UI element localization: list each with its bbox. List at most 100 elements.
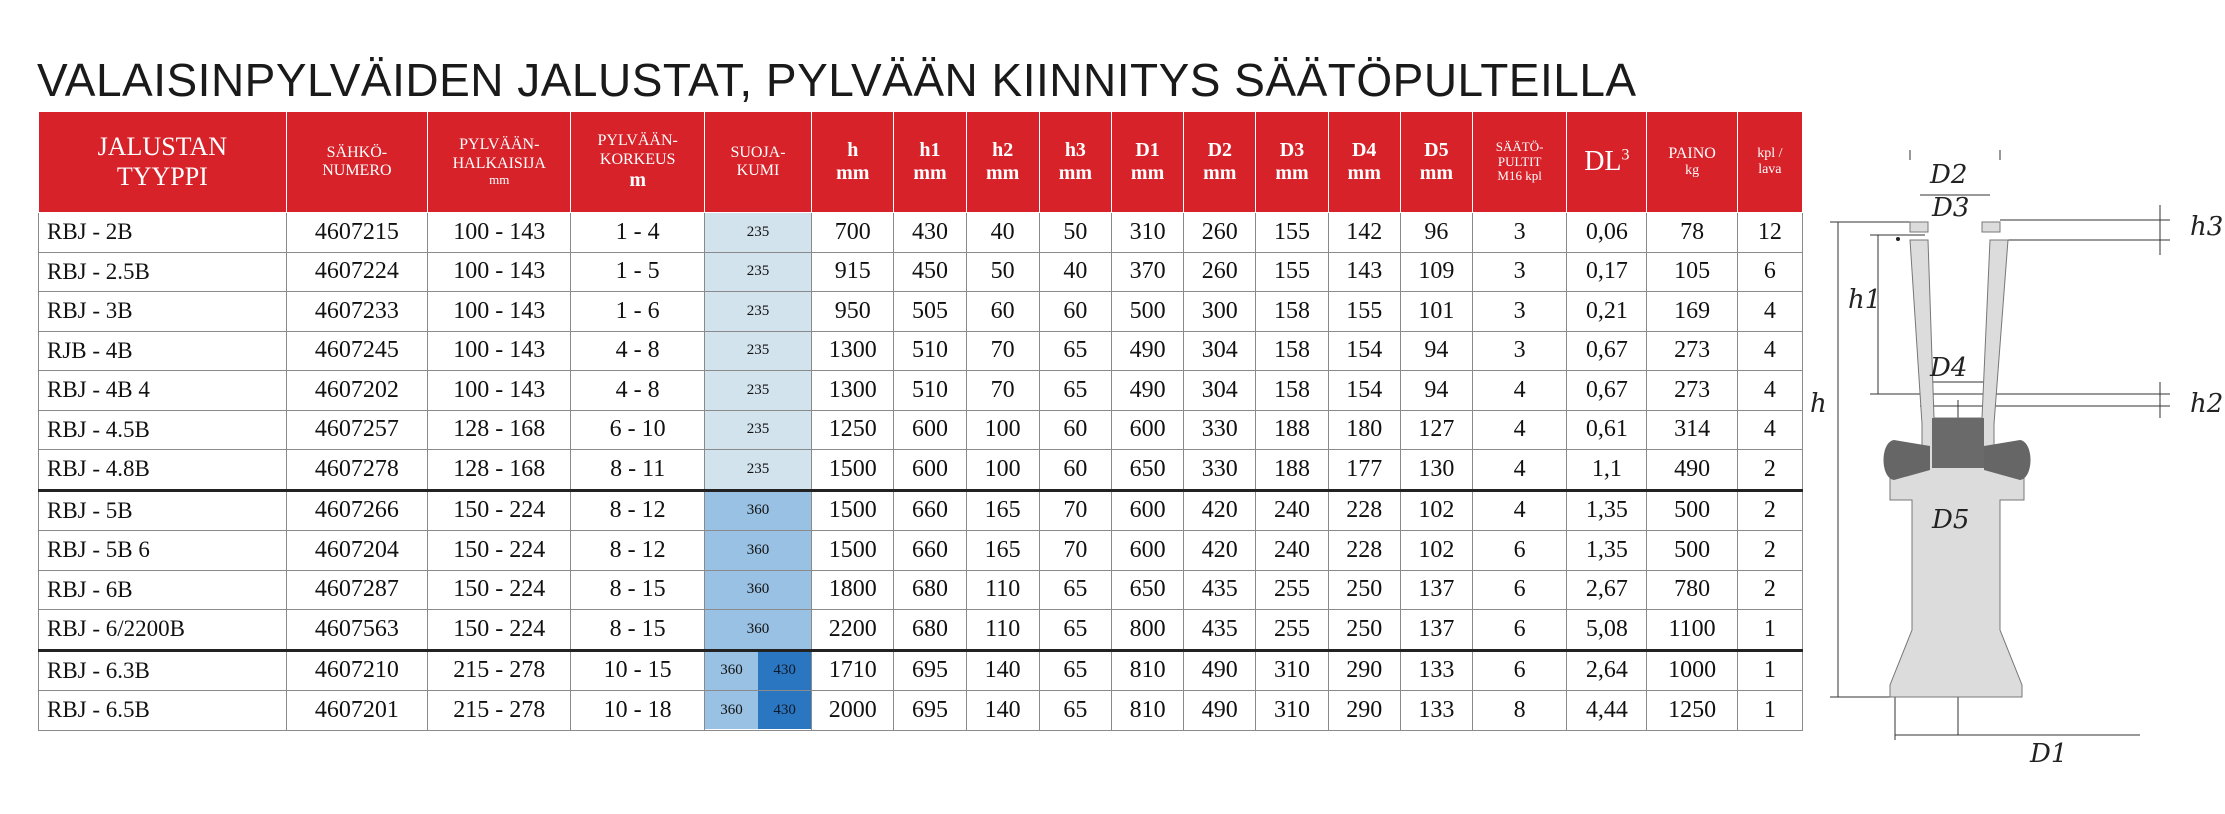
- cell-kork: 6 - 10: [570, 409, 705, 450]
- label-d3: D3: [1931, 193, 1969, 223]
- cell-paino: 500: [1646, 488, 1738, 531]
- cell-sahko: 4607204: [285, 530, 429, 571]
- table-row: RBJ - 2.5B 4607224 100 - 143 1 - 5 235 915 450…: [38, 251, 1804, 292]
- cell-h3: 60: [1038, 449, 1112, 491]
- cell-kpl: 6: [1736, 251, 1804, 292]
- cell-halk: 150 - 224: [427, 569, 572, 610]
- cell-kpl: 2: [1736, 449, 1804, 491]
- header-saato-line2: PULTIT: [1497, 153, 1542, 169]
- cell-pultit: 6: [1471, 648, 1568, 691]
- cell-kpl: 2: [1736, 569, 1804, 610]
- cell-d4: 228: [1327, 530, 1401, 571]
- label-h3: h3: [2190, 212, 2223, 242]
- cell-d3: 255: [1255, 569, 1329, 610]
- cell-type: RBJ - 4.8B: [38, 449, 287, 491]
- cell-type: RBJ - 6.3B: [38, 648, 287, 691]
- cell-kpl: 12: [1736, 212, 1804, 253]
- col-header-type: JALUSTAN TYYPPI: [38, 111, 287, 213]
- cell-sahko: 4607233: [285, 291, 429, 332]
- cell-kumi: 360: [703, 488, 813, 531]
- cell-paino: 78: [1646, 212, 1738, 253]
- cell-d2: 300: [1183, 291, 1257, 332]
- cell-kork: 10 - 18: [570, 690, 705, 731]
- cell-h1: 505: [893, 291, 967, 332]
- cell-kumi: 235: [703, 291, 813, 332]
- cell-d2: 330: [1183, 409, 1257, 450]
- table-row: RBJ - 6.5B 4607201 215 - 278 10 - 18 360 430 2…: [38, 690, 1804, 731]
- header-d5-unit: mm: [1419, 162, 1454, 184]
- cell-kumi: 360: [703, 609, 813, 651]
- cell-halk: 215 - 278: [427, 648, 572, 691]
- cell-d5: 137: [1399, 609, 1474, 651]
- cell-paino: 273: [1646, 330, 1738, 371]
- cell-d2: 304: [1183, 330, 1257, 371]
- table-body: RBJ - 2B 4607215 100 - 143 1 - 4 235 700 430 40…: [38, 212, 1804, 731]
- cell-h: 1250: [811, 409, 895, 450]
- header-h1-unit: mm: [913, 162, 947, 184]
- header-halk-line2: HALKAISIJA: [452, 154, 546, 172]
- cell-d5: 94: [1399, 330, 1474, 371]
- cell-type: RBJ - 5B 6: [38, 530, 287, 571]
- header-h3-label: h3: [1064, 139, 1086, 161]
- cell-h2: 70: [965, 330, 1040, 371]
- cell-pultit: 4: [1471, 370, 1568, 411]
- header-h-label: h: [847, 139, 859, 161]
- label-h2: h2: [2190, 389, 2223, 419]
- cell-h2: 70: [965, 370, 1040, 411]
- cell-dl: 0,61: [1566, 409, 1648, 450]
- cell-d3: 310: [1255, 690, 1329, 731]
- cell-halk: 128 - 168: [427, 409, 572, 450]
- col-header-d2: D2 mm: [1183, 111, 1257, 213]
- header-d3-unit: mm: [1275, 162, 1309, 184]
- cell-d5: 94: [1399, 370, 1474, 411]
- cell-h3: 60: [1038, 291, 1112, 332]
- cell-kpl: 1: [1736, 690, 1804, 731]
- cell-dl: 5,08: [1566, 609, 1648, 651]
- cell-dl: 4,44: [1566, 690, 1648, 731]
- header-h-unit: mm: [836, 162, 870, 184]
- cell-d3: 188: [1255, 409, 1329, 450]
- cell-h: 950: [811, 291, 895, 332]
- header-kork-unit: m: [629, 168, 646, 191]
- cell-kork: 1 - 6: [570, 291, 705, 332]
- cell-d2: 435: [1183, 569, 1257, 610]
- cell-kork: 4 - 8: [570, 330, 705, 371]
- cell-dl: 0,06: [1566, 212, 1648, 253]
- table-row: RJB - 4B 4607245 100 - 143 4 - 8 235 1300 510 7…: [38, 330, 1804, 371]
- header-kork-line2: KORKEUS: [599, 150, 676, 168]
- cell-kumi: 235: [703, 251, 813, 292]
- cell-pultit: 4: [1471, 488, 1568, 531]
- rubber-value-alt: 430: [758, 652, 811, 690]
- cell-h3: 65: [1038, 330, 1112, 371]
- header-row: JALUSTAN TYYPPI SÄHKÖ- NUMERO PYLVÄÄN- H…: [38, 111, 1804, 213]
- cell-d3: 155: [1255, 212, 1329, 253]
- cell-d4: 290: [1327, 690, 1401, 731]
- bolt-left-icon: [1883, 440, 1930, 480]
- cell-h: 1500: [811, 530, 895, 571]
- cell-kumi: 235: [703, 212, 813, 253]
- header-dl-label: DL3: [1568, 146, 1646, 178]
- cell-h2: 140: [965, 690, 1040, 731]
- label-d1: D1: [2029, 739, 2067, 769]
- table-row: RBJ - 6/2200B 4607563 150 - 224 8 - 15 360 22…: [38, 609, 1804, 651]
- cell-kumi: 360 430: [703, 690, 813, 731]
- cell-kpl: 4: [1736, 330, 1804, 371]
- cell-paino: 314: [1646, 409, 1738, 450]
- cell-pultit: 6: [1471, 569, 1568, 610]
- cell-d4: 142: [1327, 212, 1401, 253]
- cell-halk: 150 - 224: [427, 488, 572, 531]
- rubber-collar: [1932, 418, 1984, 468]
- cell-kork: 8 - 15: [570, 569, 705, 610]
- cell-paino: 500: [1646, 530, 1738, 571]
- col-header-d4: D4 mm: [1327, 111, 1401, 213]
- cell-kork: 8 - 12: [570, 530, 705, 571]
- cell-sahko: 4607215: [285, 212, 429, 253]
- label-d4: D4: [1929, 353, 1967, 383]
- rubber-split: 360 430: [705, 691, 811, 729]
- cell-sahko: 4607278: [285, 449, 429, 491]
- header-kork-line1: PYLVÄÄN-: [597, 132, 678, 150]
- cell-h1: 695: [893, 648, 967, 691]
- cell-kork: 10 - 15: [570, 648, 705, 691]
- col-header-suojakumi: SUOJA- KUMI: [703, 111, 813, 213]
- cell-type: RBJ - 4B 4: [38, 370, 287, 411]
